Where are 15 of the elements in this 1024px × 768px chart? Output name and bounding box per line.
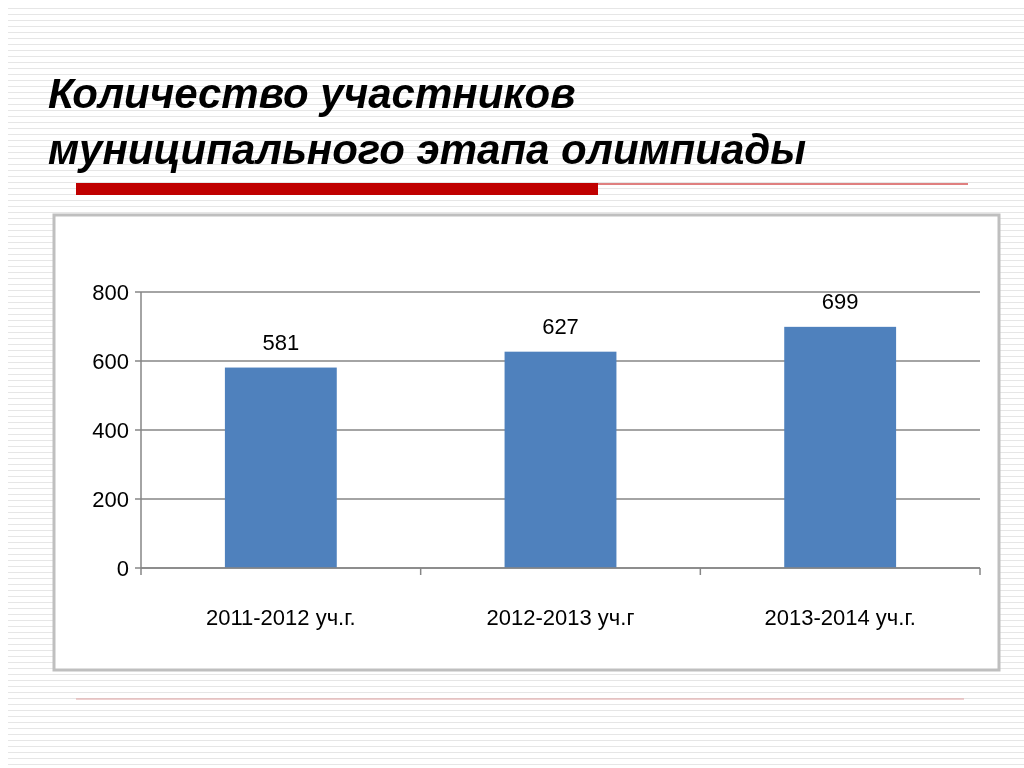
- data-label: 581: [262, 329, 300, 355]
- data-label: 627: [542, 313, 579, 339]
- x-tick-label: 2011-2012 уч.г.: [205, 605, 356, 630]
- bar: [784, 326, 897, 568]
- x-tick-label: 2013-2014 уч.г.: [764, 605, 916, 630]
- y-tick-label: 800: [92, 279, 129, 305]
- x-tick-label: 2012-2013 уч.г: [486, 605, 635, 630]
- y-tick-label: 200: [92, 486, 129, 512]
- data-label: 699: [821, 288, 859, 314]
- bar: [224, 367, 337, 568]
- y-tick-label: 0: [116, 555, 129, 581]
- y-tick-label: 600: [92, 348, 129, 374]
- bar: [504, 351, 617, 568]
- y-tick-label: 400: [92, 417, 129, 443]
- chart-title: Количество участников муниципального этапа олимпиады: [48, 70, 807, 173]
